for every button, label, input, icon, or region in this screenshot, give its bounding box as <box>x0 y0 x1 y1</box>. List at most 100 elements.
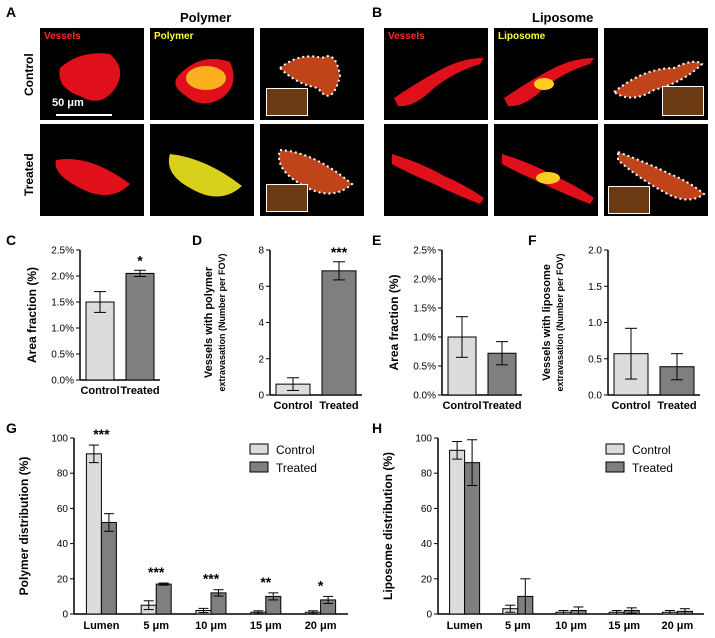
y-tick-label: 0.0 <box>588 391 602 402</box>
inset-zoom <box>266 88 308 116</box>
bar <box>100 521 117 615</box>
y-tick-label: 0.5 <box>588 354 602 365</box>
x-tick-label: Control <box>273 400 312 412</box>
chart-c: 0.0% 0.5% 1.0% 1.5% 2.0% 2.5% Area fraction (%… <box>25 246 160 397</box>
bar <box>155 583 172 615</box>
legend-label: Control <box>632 443 671 457</box>
legend-label: Treated <box>276 461 317 475</box>
significance-marker: *** <box>331 244 348 260</box>
col-title-polymer: Polymer <box>180 10 232 25</box>
y-axis-label: Liposome distribution (%) <box>381 452 395 600</box>
y-axis-label: extravasation (Number per FOV) <box>217 253 227 391</box>
significance-marker: *** <box>93 426 110 442</box>
y-axis-label: extravasation (Number per FOV) <box>555 253 565 391</box>
scale-bar <box>56 114 112 116</box>
y-tick-label: 0 <box>258 391 264 402</box>
x-tick-label: 5 μm <box>143 620 169 632</box>
y-tick-label: 0 <box>426 610 432 621</box>
y-tick-label: 1.5% <box>51 298 74 309</box>
y-tick-label: 1.0% <box>413 333 436 344</box>
panel-letter-c: C <box>6 232 17 248</box>
micrograph-polymer-control-outline <box>260 28 364 120</box>
x-tick-label: Treated <box>120 385 159 397</box>
y-tick-label: 0.0% <box>51 376 74 387</box>
chart-g: 0 20 40 60 80 100 Polymer distribution (%) Lume… <box>17 426 348 632</box>
y-tick-label: 100 <box>51 434 68 445</box>
micrograph-polymer-treated-merge <box>150 124 254 216</box>
legend-swatch <box>249 461 269 473</box>
y-tick-label: 1.5 <box>588 282 602 293</box>
chart-f: 0.0 0.5 1.0 1.5 2.0 Vessels with liposome extr… <box>541 246 700 412</box>
x-tick-label: Control <box>442 400 481 412</box>
y-tick-label: 40 <box>421 539 433 550</box>
significance-marker: *** <box>148 564 165 580</box>
y-tick-label: 2.0% <box>51 272 74 283</box>
y-axis-label: Area fraction (%) <box>387 274 401 370</box>
y-tick-label: 80 <box>421 469 433 480</box>
y-tick-label: 1.5% <box>413 304 436 315</box>
y-axis-label: Vessels with liposome <box>541 264 553 381</box>
panel-letter-g: G <box>6 420 17 436</box>
micrograph-liposome-treated-vessels <box>384 124 488 216</box>
significance-marker: *** <box>203 571 220 587</box>
x-tick-label: 10 μm <box>555 620 587 632</box>
y-tick-label: 60 <box>57 504 69 515</box>
y-axis-label: Polymer distribution (%) <box>17 457 31 596</box>
x-tick-label: Lumen <box>83 620 119 632</box>
micrograph-polymer-control-vessels: Vessels 50 μm <box>40 28 144 120</box>
row-title-treated: Treated <box>22 153 36 196</box>
y-tick-label: 0.0% <box>413 391 436 402</box>
x-tick-label: 10 μm <box>195 620 227 632</box>
micrograph-liposome-control-merge: Liposome <box>494 28 598 120</box>
bar <box>321 270 357 396</box>
x-tick-label: Control <box>80 385 119 397</box>
x-tick-label: 5 μm <box>505 620 531 632</box>
y-tick-label: 20 <box>421 574 433 585</box>
legend-label: Treated <box>632 461 673 475</box>
significance-marker: * <box>318 577 324 593</box>
y-tick-label: 2.0% <box>413 275 436 286</box>
y-tick-label: 2.5% <box>413 246 436 257</box>
y-tick-label: 100 <box>415 434 432 445</box>
col-title-liposome: Liposome <box>532 10 594 25</box>
y-tick-label: 6 <box>258 282 264 293</box>
x-tick-label: 20 μm <box>661 620 693 632</box>
y-tick-label: 0 <box>62 610 68 621</box>
inset-zoom <box>662 86 704 116</box>
bar <box>449 449 466 615</box>
micrograph-liposome-treated-merge <box>494 124 598 216</box>
y-tick-label: 8 <box>258 246 264 257</box>
y-tick-label: 4 <box>258 318 264 329</box>
x-tick-label: 15 μm <box>250 620 282 632</box>
panel-letter-d: D <box>192 232 203 248</box>
y-axis-label: Vessels with polymer <box>203 266 215 378</box>
micrograph-liposome-control-vessels: Vessels <box>384 28 488 120</box>
micrograph-liposome-control-outline <box>604 28 708 120</box>
tile-label-vessels: Vessels <box>44 31 81 42</box>
panel-letter-h: H <box>372 420 383 436</box>
bar <box>125 272 155 381</box>
row-title-control: Control <box>22 53 36 96</box>
inset-zoom <box>608 186 650 214</box>
y-tick-label: 20 <box>57 574 69 585</box>
y-tick-label: 0.5% <box>51 350 74 361</box>
micrograph-polymer-treated-outline <box>260 124 364 216</box>
chart-e: 0.0% 0.5% 1.0% 1.5% 2.0% 2.5% Area fraction (%… <box>387 246 522 412</box>
tile-label-liposome: Liposome <box>498 31 546 42</box>
tile-label-vessels: Vessels <box>388 31 425 42</box>
micrograph-liposome-treated-outline <box>604 124 708 216</box>
y-tick-label: 2.0 <box>588 246 602 257</box>
x-tick-label: 15 μm <box>608 620 640 632</box>
legend-swatch <box>605 461 625 473</box>
significance-marker: ** <box>260 574 271 590</box>
x-tick-label: Treated <box>482 400 521 412</box>
y-tick-label: 0.5% <box>413 362 436 373</box>
panel-letter-f: F <box>528 232 537 248</box>
x-tick-label: Lumen <box>447 620 483 632</box>
scale-bar-label: 50 μm <box>52 97 84 109</box>
x-tick-label: Treated <box>319 400 358 412</box>
inset-zoom <box>266 184 308 212</box>
y-tick-label: 1.0% <box>51 324 74 335</box>
y-tick-label: 60 <box>421 504 433 515</box>
